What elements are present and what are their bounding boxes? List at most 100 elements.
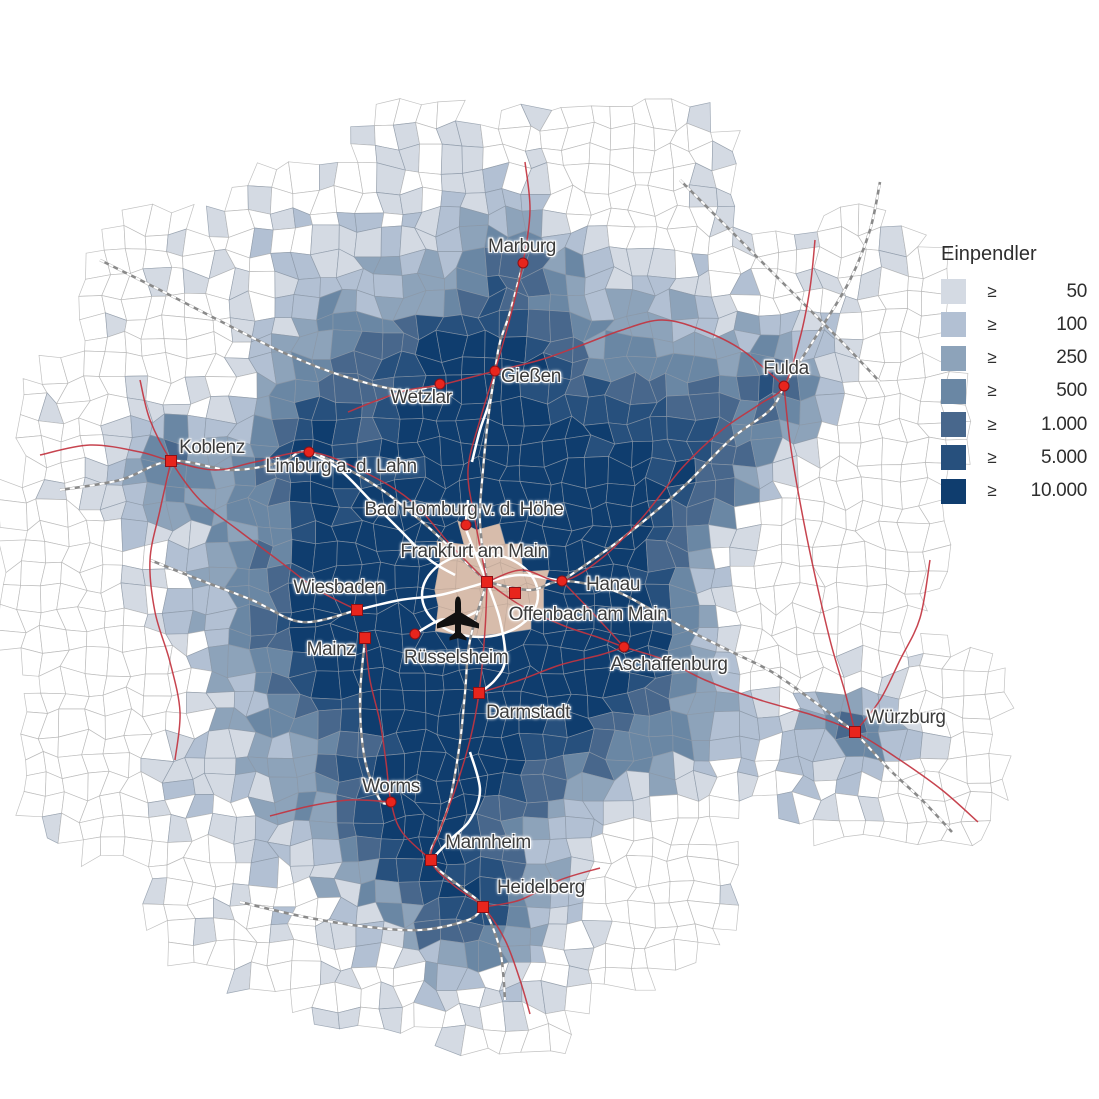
municipality-cell — [266, 757, 298, 778]
municipality-cell — [708, 735, 742, 762]
municipality-cell — [0, 499, 28, 532]
municipality-cell — [143, 673, 173, 697]
legend-swatch — [941, 279, 966, 304]
municipality-cell — [878, 820, 909, 843]
municipality-cell — [335, 794, 357, 824]
legend-value: 100 — [1056, 313, 1087, 335]
municipality-cell — [775, 230, 798, 253]
municipality-cell — [686, 524, 712, 553]
municipality-cell — [584, 163, 611, 195]
legend-item: ≥1.000 — [941, 412, 1087, 438]
municipality-cell — [339, 708, 362, 733]
railway-line-dash — [239, 901, 484, 932]
municipality-cell — [99, 814, 126, 838]
municipality-cell — [522, 801, 549, 819]
municipality-cell — [84, 645, 110, 677]
legend-gte-symbol: ≥ — [987, 381, 997, 401]
municipality-cell — [335, 730, 359, 759]
legend-swatch — [941, 378, 966, 404]
municipality-cell — [357, 456, 382, 490]
municipality-cell — [593, 605, 612, 634]
municipality-cell — [288, 626, 317, 654]
road-line — [149, 460, 181, 761]
municipality-cell — [904, 593, 929, 612]
municipality-cell — [582, 876, 607, 905]
municipality-cell — [378, 1006, 403, 1034]
legend-gte-symbol: ≥ — [987, 414, 997, 434]
railway-line-dash — [561, 385, 785, 582]
municipality-cell — [461, 356, 486, 376]
municipality-cell — [80, 836, 101, 868]
municipality-cell — [963, 670, 989, 697]
municipality-cell — [204, 628, 230, 648]
municipality-cell — [16, 584, 42, 614]
municipality-cell — [610, 606, 631, 637]
municipality-cell — [548, 1023, 572, 1055]
municipality-cell — [350, 125, 376, 146]
municipality-cell — [224, 185, 249, 212]
municipality-cell — [522, 816, 551, 841]
municipality-cell — [479, 876, 510, 907]
legend-item: ≥50 — [941, 279, 1087, 304]
legend-swatch — [941, 478, 966, 504]
municipality-cell — [565, 274, 586, 296]
highway-line — [478, 581, 507, 694]
municipality-cell — [687, 547, 716, 570]
municipality-cell — [380, 225, 403, 258]
municipality-cell — [213, 917, 235, 942]
municipality-cell — [162, 403, 192, 416]
municipality-cell — [148, 814, 172, 843]
municipality-cell — [838, 820, 867, 838]
municipality-cell — [626, 335, 658, 358]
municipality-cell — [560, 646, 585, 675]
municipality-cell — [309, 211, 340, 226]
municipality-cell — [960, 820, 991, 847]
municipality-cell — [735, 375, 760, 403]
municipality-cell — [394, 565, 420, 589]
municipality-cell — [0, 478, 27, 504]
municipality-cell — [694, 923, 721, 946]
municipality-cell — [603, 966, 636, 991]
road-line — [783, 385, 856, 733]
legend-item: ≥100 — [941, 312, 1087, 338]
municipality-cell — [547, 798, 566, 819]
municipality-cell — [673, 938, 699, 971]
municipality-cell — [308, 820, 340, 841]
road-line — [347, 370, 496, 413]
municipality-cell — [546, 544, 570, 573]
legend-value: 500 — [1056, 380, 1087, 402]
legend-title: Einpendler — [941, 243, 1037, 265]
municipality-cell — [547, 816, 567, 840]
municipality-cell — [379, 689, 406, 711]
legend-swatch — [941, 312, 966, 338]
municipality-cell — [289, 960, 322, 990]
municipality-cell — [440, 143, 463, 175]
municipality-cell — [691, 740, 711, 762]
municipality-cell — [649, 794, 679, 823]
municipality-cell — [167, 941, 195, 967]
municipality-cell — [713, 691, 740, 713]
municipality-cell — [966, 753, 992, 784]
municipality-cell — [310, 670, 342, 700]
highway-line — [464, 499, 489, 583]
municipality-cell — [361, 688, 381, 711]
municipality-cell — [374, 858, 399, 883]
road-line — [854, 559, 931, 733]
municipality-cell — [548, 294, 571, 313]
municipality-cell — [144, 234, 169, 252]
legend-item: ≥5.000 — [941, 445, 1087, 471]
municipality-cell — [274, 294, 295, 319]
legend-item: ≥250 — [941, 345, 1087, 371]
road-line — [486, 581, 979, 823]
municipality-cell — [164, 485, 186, 504]
municipality-cell — [988, 753, 1012, 784]
legend-value: 250 — [1056, 347, 1087, 369]
municipality-cell — [863, 584, 888, 614]
railways-layer — [59, 179, 953, 1001]
railway-line-dash — [679, 179, 881, 383]
municipality-cell — [649, 416, 668, 442]
municipality-cell — [565, 816, 595, 839]
legend-value: 50 — [1066, 280, 1087, 302]
